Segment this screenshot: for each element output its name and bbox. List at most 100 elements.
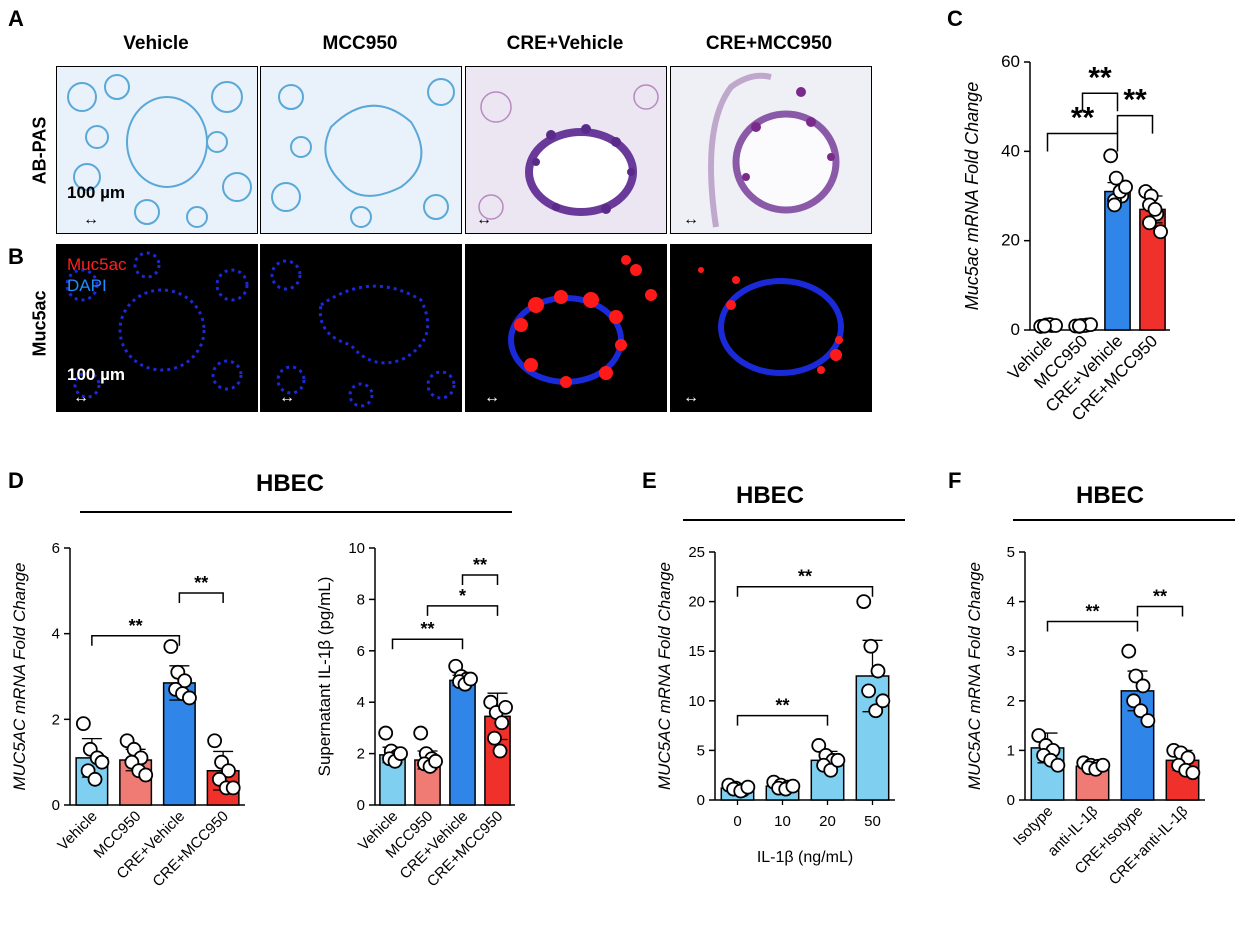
abpas-image-cre-mcc950: ↔: [670, 66, 872, 234]
data-point: [870, 663, 886, 679]
bar-cre-vehicle: [449, 679, 476, 806]
data-point: [393, 746, 408, 762]
y-tick-label: 0: [357, 797, 365, 814]
abpas-image-mcc950: [260, 66, 462, 234]
y-tick-label: 4: [357, 694, 365, 711]
data-point: [428, 753, 443, 769]
scale-arrow-icon: ↔: [476, 211, 492, 228]
data-point: [1121, 643, 1137, 659]
scale-arrow-icon: ↔: [83, 211, 99, 228]
scale-bar-label: 100 µm: [67, 183, 125, 202]
scale-arrow-icon: ↔: [73, 389, 89, 406]
y-tick-label: 4: [1007, 594, 1015, 611]
row-label-muc5ac: Muc5ac: [29, 290, 50, 357]
data-point: [87, 771, 103, 787]
header-hbec-e: HBEC: [735, 482, 804, 509]
y-tick-label: 0: [1011, 320, 1020, 339]
data-point: [1095, 757, 1111, 773]
y-tick-label: 2: [1007, 693, 1015, 710]
fluorescence-texture: [65, 251, 249, 399]
scale-arrow-icon: ↔: [279, 389, 295, 406]
muc5ac-image-cre-mcc950: ↔: [670, 244, 872, 412]
y-tick-label: 4: [52, 626, 60, 643]
significance-label: **: [1123, 84, 1147, 117]
header-hbec-d: HBEC: [255, 470, 324, 497]
panel-letter-f: F: [948, 468, 962, 493]
data-point: [856, 594, 872, 609]
data-point: [740, 779, 756, 795]
y-tick-label: 3: [1007, 643, 1015, 660]
abpas-image-vehicle: 100 µm ↔: [56, 66, 258, 234]
significance-label: **: [473, 555, 487, 575]
significance-bracket: [91, 635, 181, 646]
y-axis-label: MUC5AC mRNA Fold Change: [965, 562, 984, 790]
y-tick-label: 20: [688, 594, 705, 611]
header-hbec-f: HBEC: [1075, 482, 1144, 509]
y-tick-label: 2: [52, 711, 60, 728]
data-point: [1037, 318, 1052, 334]
significance-label: **: [420, 619, 434, 639]
y-tick-label: 20: [1001, 231, 1020, 250]
muc5ac-image-cre-vehicle: ↔: [465, 244, 667, 412]
significance-bracket: [1046, 132, 1119, 152]
fluorescence-texture: [698, 267, 844, 376]
significance-label: **: [1085, 601, 1099, 621]
header-underline-e: [683, 519, 905, 521]
header-underline-f: [1013, 519, 1235, 521]
scale-arrow-icon: ↔: [683, 211, 699, 228]
data-point: [875, 693, 891, 709]
data-point: [225, 780, 241, 796]
stain-label-muc5ac: Muc5ac: [67, 255, 127, 274]
data-point: [463, 671, 478, 687]
histology-texture: [271, 78, 455, 228]
panel-letter-c: C: [947, 6, 963, 31]
data-point: [163, 639, 179, 654]
data-point: [1140, 713, 1156, 729]
data-point: [75, 716, 91, 732]
data-point: [830, 752, 846, 768]
abpas-image-cre-vehicle: ↔: [465, 66, 667, 234]
fluorescence-texture: [270, 259, 456, 408]
y-axis-label: Muc5ac mRNA Fold Change: [962, 82, 982, 310]
data-point: [811, 738, 827, 753]
data-point: [1031, 728, 1047, 743]
y-tick-label: 0: [52, 797, 60, 814]
data-point: [494, 715, 510, 731]
data-point: [94, 754, 110, 770]
y-tick-label: 5: [697, 742, 705, 759]
data-point: [1147, 201, 1163, 217]
panel-letter-b: B: [8, 244, 24, 269]
significance-label: **: [798, 567, 812, 587]
scale-arrow-icon: ↔: [484, 389, 500, 406]
data-point: [182, 690, 197, 706]
data-point: [868, 703, 884, 719]
data-point: [1072, 318, 1087, 334]
panel-letter-d: D: [8, 468, 24, 493]
x-axis-label: IL-1β (ng/mL): [757, 849, 853, 866]
y-tick-label: 6: [357, 643, 365, 660]
y-axis-label: MUC5AC mRNA Fold Change: [655, 562, 674, 790]
data-point: [413, 725, 429, 741]
scale-bar-label: 100 µm: [67, 365, 125, 384]
x-tick-label: 0: [733, 813, 741, 830]
significance-label: **: [129, 616, 143, 636]
data-point: [1185, 765, 1201, 781]
histology-texture: [708, 72, 840, 228]
x-tick-label: CRE+anti-IL-1β: [1106, 803, 1192, 889]
significance-label: **: [1153, 587, 1167, 607]
significance-bracket: [1116, 114, 1154, 134]
data-point: [1153, 224, 1168, 240]
muc5ac-image-vehicle: Muc5ac DAPI 100 µm ↔: [56, 244, 258, 412]
y-tick-label: 0: [697, 792, 705, 809]
x-tick-label: 20: [819, 813, 836, 830]
significance-bracket: [391, 638, 464, 650]
x-tick-label: 50: [864, 813, 881, 830]
y-axis-label: MUC5AC mRNA Fold Change: [10, 563, 29, 791]
data-point: [1118, 179, 1133, 195]
data-point: [378, 725, 394, 741]
histology-texture: [67, 74, 252, 228]
data-point: [492, 743, 508, 759]
y-tick-label: 10: [348, 540, 365, 557]
